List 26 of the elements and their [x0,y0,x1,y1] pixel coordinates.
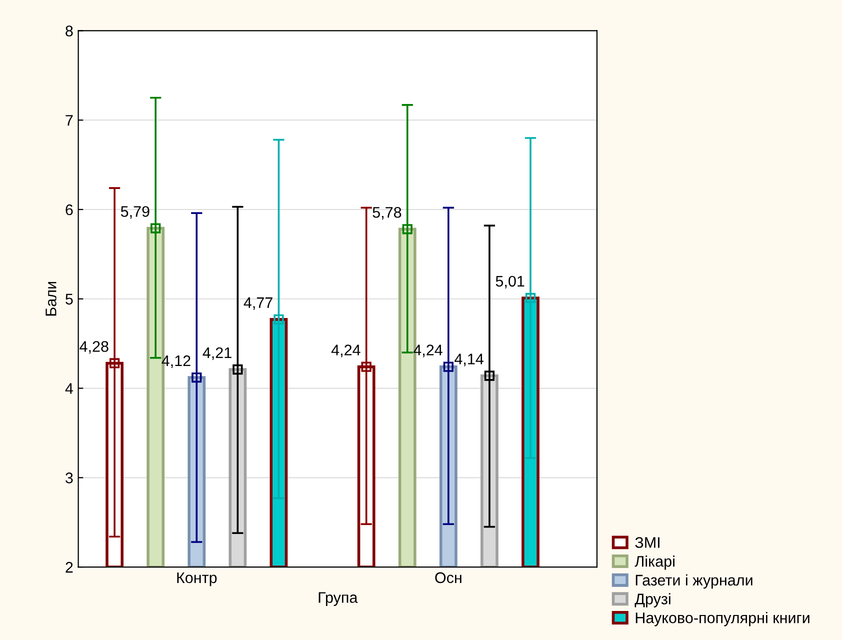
y-tick-label: 3 [66,472,73,484]
y-tick-label: 6 [66,204,73,216]
y-tick-label: 5 [66,294,73,305]
legend-label: Газети і журнали [636,574,752,589]
data-label: 4,21 [202,347,232,360]
y-tick-label: 8 [66,26,73,36]
x-tick-label: Контр [177,572,217,586]
data-label: 5,79 [120,206,150,219]
legend-label: Друзі [634,593,670,608]
y-tick-label: 4 [65,383,73,394]
legend-label: ЗМІ [635,537,660,548]
data-label: 4,14 [454,354,484,366]
x-tick-label: Осн [435,572,462,584]
data-label: 5,78 [372,206,402,220]
data-label: 5,01 [496,276,524,288]
y-tick-label: 7 [66,115,73,126]
data-label: 4,24 [413,344,442,358]
y-axis-title: Бали [46,282,56,316]
legend-label: Лікарі [634,556,674,570]
data-label: 4,12 [162,355,190,368]
data-label: 4,28 [80,341,108,354]
x-axis-title: Група [318,592,358,606]
data-label: 4,77 [244,297,272,310]
y-tick-label: 2 [66,562,73,573]
legend-label: Науково-популярні книги [636,612,810,626]
data-label: 4,24 [331,344,360,358]
